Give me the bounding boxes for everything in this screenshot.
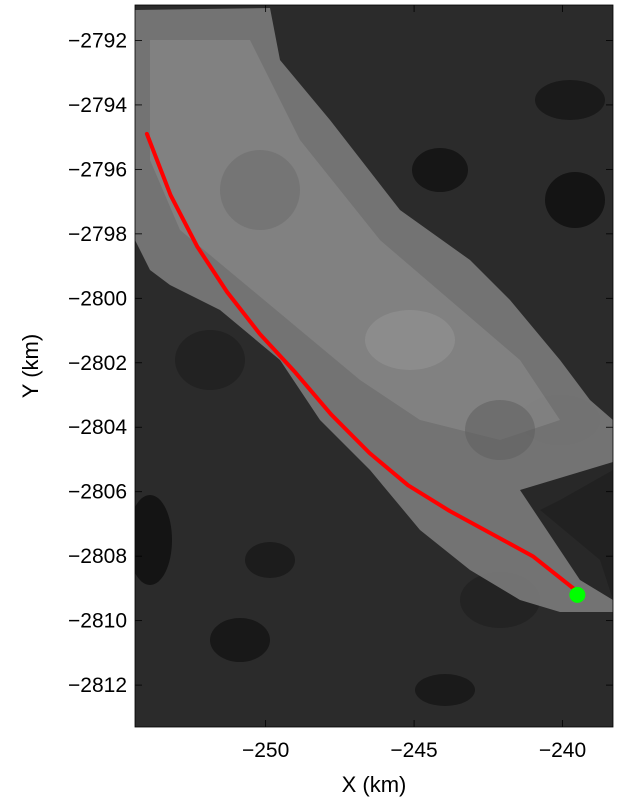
y-tick-label: −2802 xyxy=(68,352,127,375)
y-tick-label: −2796 xyxy=(68,158,127,181)
plot-area xyxy=(135,5,613,727)
y-tick-label: −2812 xyxy=(68,674,127,697)
x-tick-label: −245 xyxy=(390,739,437,762)
x-axis: −250 −245 −240 xyxy=(242,5,586,762)
y-tick-label: −2804 xyxy=(68,416,127,439)
y-tick-label: −2808 xyxy=(68,545,127,568)
y-axis-label: Y (km) xyxy=(18,334,43,398)
y-tick-label: −2794 xyxy=(68,94,127,117)
y-tick-label: −2792 xyxy=(68,29,127,52)
y-tick-label: −2806 xyxy=(68,481,127,504)
x-axis-label: X (km) xyxy=(342,772,407,797)
x-tick-label: −250 xyxy=(242,739,289,762)
axes-frame xyxy=(134,4,614,728)
terminus-marker xyxy=(569,586,586,603)
y-axis: −2792 −2794 −2796 −2798 −2800 −2802 −2804 −2806… xyxy=(68,29,613,697)
flowline-series xyxy=(144,131,580,594)
y-tick-label: −2798 xyxy=(68,223,127,246)
terrain-texture xyxy=(135,8,613,706)
y-tick-label: −2800 xyxy=(68,287,127,310)
x-tick-label: −240 xyxy=(539,739,586,762)
y-tick-label: −2810 xyxy=(68,610,127,633)
